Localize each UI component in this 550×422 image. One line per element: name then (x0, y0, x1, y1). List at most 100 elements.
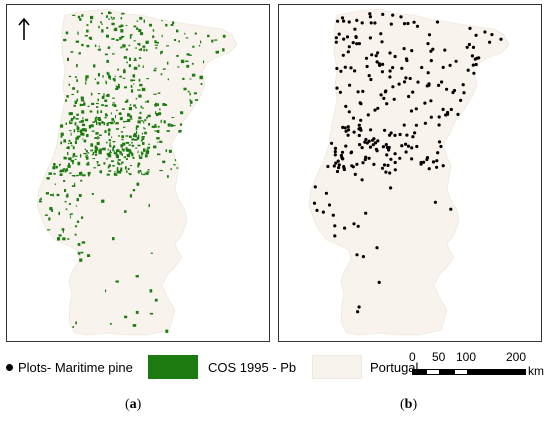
plot-point (344, 144, 348, 148)
pine-cover-patch (174, 39, 177, 41)
pine-cover-patch (215, 50, 219, 54)
pine-cover-patch (131, 141, 133, 144)
pine-cover-patch (164, 104, 168, 106)
pine-cover-patch (123, 70, 126, 74)
pine-cover-patch (124, 315, 128, 319)
pine-cover-patch (56, 166, 58, 168)
pine-cover-patch (104, 117, 107, 119)
plot-point (402, 80, 407, 84)
pine-cover-patch (82, 117, 84, 120)
pine-cover-patch (137, 144, 141, 147)
pine-cover-patch (96, 110, 99, 114)
pine-cover-patch (105, 105, 107, 107)
pine-cover-patch (104, 53, 108, 56)
plot-point (422, 160, 426, 164)
pine-cover-patch (78, 121, 83, 123)
pine-cover-patch (99, 148, 103, 150)
pine-cover-patch (77, 251, 80, 255)
plot-point (326, 164, 330, 169)
plot-point (347, 110, 351, 114)
pine-cover-patch (48, 217, 51, 221)
pine-cover-patch (152, 29, 155, 32)
pine-cover-patch (168, 149, 172, 153)
plot-point (389, 157, 393, 161)
pine-cover-patch (128, 107, 132, 111)
pine-cover-patch (143, 120, 145, 124)
plot-point (353, 172, 357, 176)
pine-cover-patch (81, 43, 84, 47)
pine-cover-patch (48, 172, 52, 175)
pine-cover-patch (176, 54, 179, 57)
pine-cover-patch (76, 126, 80, 131)
plot-point (429, 59, 433, 63)
plot-point (402, 123, 406, 127)
pine-cover-patch (112, 53, 115, 55)
pine-cover-patch (108, 164, 111, 167)
plot-point (324, 191, 328, 195)
pine-cover-patch (51, 209, 53, 212)
plot-point (393, 160, 397, 165)
plot-point (380, 166, 385, 170)
pine-cover-patch (123, 126, 126, 128)
pine-cover-patch (77, 130, 80, 133)
pine-cover-patch (142, 148, 146, 152)
pine-cover-patch (148, 123, 151, 126)
pine-cover-patch (68, 75, 72, 78)
pine-cover-patch (126, 170, 128, 173)
plot-point (337, 166, 341, 170)
pine-cover-patch (211, 39, 214, 43)
pine-cover-patch (76, 113, 79, 116)
pine-cover-patch (75, 118, 79, 120)
pine-cover-patch (122, 148, 125, 151)
plot-point (364, 56, 369, 60)
plot-point (376, 51, 380, 55)
pine-cover-patch (115, 85, 117, 88)
plot-point (359, 128, 363, 132)
plot-point (358, 101, 362, 105)
pine-cover-patch (131, 152, 134, 157)
pine-cover-patch (143, 128, 146, 130)
pine-cover-patch (122, 30, 124, 33)
pine-cover-patch (96, 161, 99, 163)
pine-cover-patch (125, 141, 130, 144)
pine-cover-patch (74, 100, 77, 104)
plot-point (368, 145, 373, 149)
pine-cover-patch (189, 92, 191, 96)
legend-portugal-label: Portugal (370, 359, 419, 375)
pine-cover-patch (108, 75, 111, 79)
pine-cover-patch (98, 137, 100, 139)
pine-cover-patch (134, 138, 138, 141)
plot-point (393, 54, 397, 59)
plot-point (393, 133, 397, 137)
plot-point (490, 33, 494, 37)
plot-point (335, 169, 340, 174)
pine-cover-patch (129, 36, 132, 39)
pine-cover-patch (94, 149, 97, 154)
pine-cover-patch (180, 59, 185, 64)
pine-cover-patch (123, 120, 126, 123)
pine-cover-patch (84, 148, 87, 151)
pine-cover-patch (109, 323, 112, 325)
pine-cover-patch (103, 93, 105, 97)
pine-cover-patch (118, 25, 122, 28)
plot-point (333, 146, 338, 150)
pine-cover-patch (189, 104, 191, 107)
plot-point (366, 113, 370, 117)
pine-cover-patch (109, 149, 111, 153)
pine-cover-patch (65, 99, 67, 102)
pine-cover-patch (108, 132, 111, 136)
pine-cover-patch (85, 81, 87, 85)
pine-cover-patch (101, 104, 104, 106)
legend-cos: COS 1995 - Pb (148, 352, 296, 382)
plot-point (387, 148, 391, 152)
pine-cover-patch (115, 122, 119, 125)
pine-cover-patch (129, 173, 132, 176)
pine-cover-patch (125, 48, 128, 51)
plot-point (335, 66, 339, 71)
pine-cover-patch (111, 18, 113, 20)
pine-cover-patch (153, 69, 157, 72)
plot-point (313, 185, 317, 189)
pine-cover-patch (78, 172, 82, 176)
pine-cover-patch (92, 121, 96, 123)
pine-cover-patch (176, 29, 179, 33)
